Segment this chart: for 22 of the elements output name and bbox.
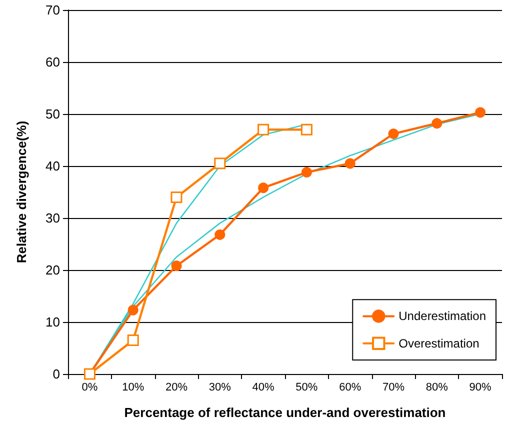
legend-label: Underestimation: [398, 309, 486, 324]
y-tick-label: 30: [46, 210, 60, 226]
y-tick-label: 0: [52, 366, 60, 382]
x-tick-label: 50%: [296, 382, 318, 394]
x-tick-label: 80%: [426, 382, 448, 394]
y-tick-label: 20: [46, 262, 60, 278]
legend-label: Overestimation: [398, 336, 480, 350]
x-axis-title: Percentage of reflectance under-and overestimation: [124, 405, 446, 420]
y-tick-label: 70: [46, 2, 60, 18]
y-axis-title: Relative divergence(%): [14, 120, 29, 264]
x-tick-label: 20%: [165, 382, 188, 394]
y-tick-label: 50: [46, 106, 60, 122]
x-tick-label: 30%: [208, 382, 232, 394]
y-tick-label: 40: [46, 158, 60, 174]
x-tick-label: 90%: [469, 382, 492, 394]
y-tick-label: 10: [46, 314, 60, 330]
x-tick-label: 70%: [382, 382, 405, 394]
x-tick-label: 10%: [122, 382, 144, 394]
x-tick-label: 40%: [252, 382, 275, 394]
x-tick-label: 60%: [339, 382, 362, 394]
y-tick-label: 60: [46, 54, 60, 70]
x-tick-label: 0%: [82, 382, 98, 394]
